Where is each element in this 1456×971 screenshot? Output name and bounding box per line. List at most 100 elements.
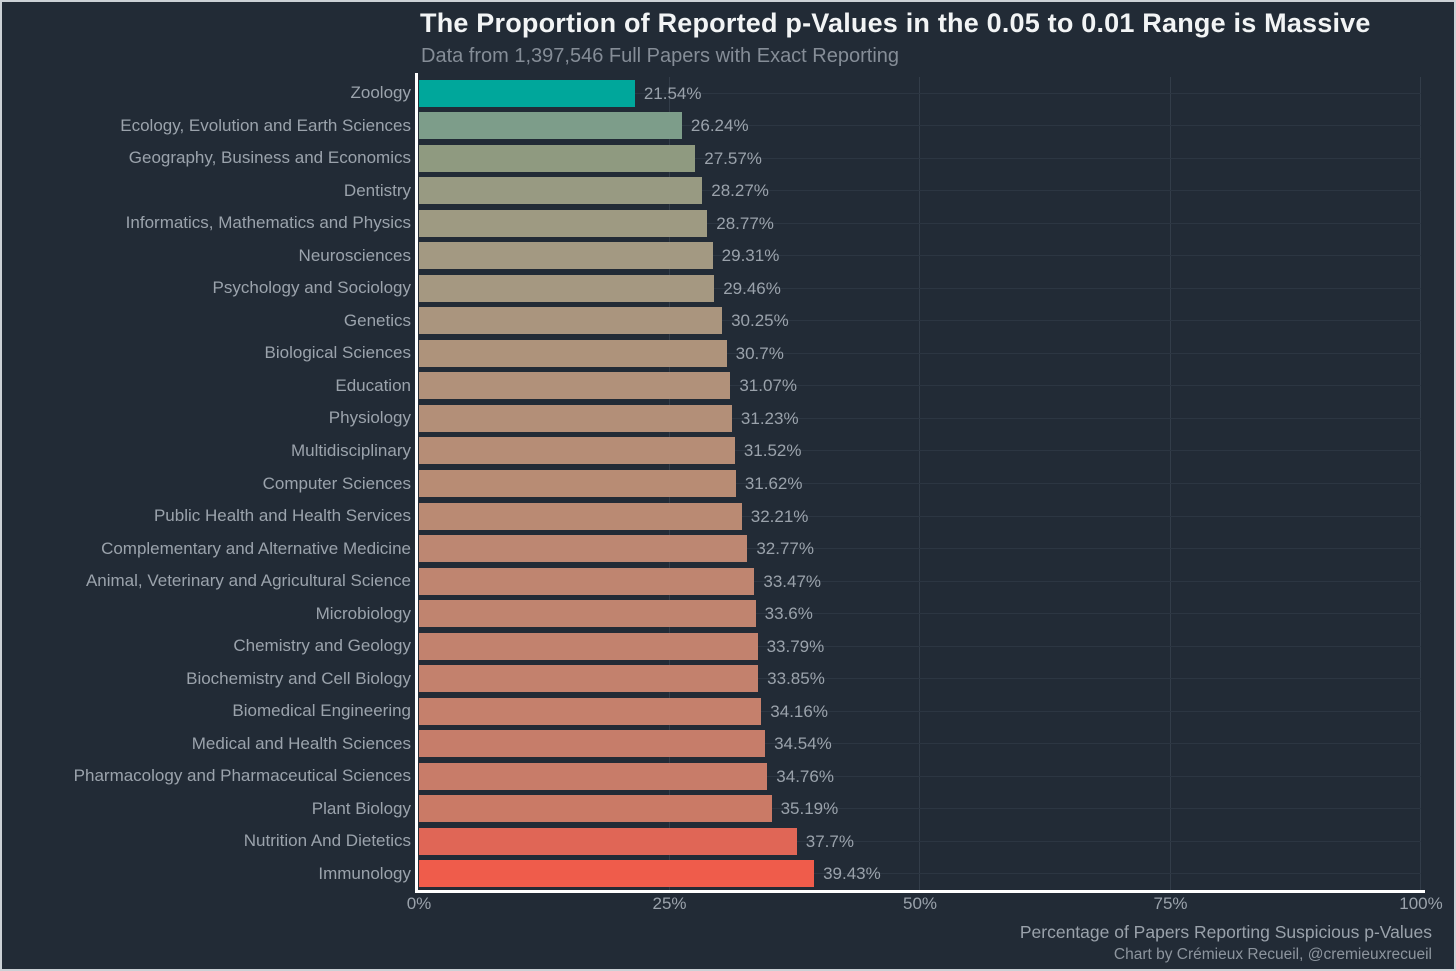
grid-h: [419, 157, 1421, 159]
grid-h: [419, 710, 1421, 712]
x-tick-label: 100%: [1399, 894, 1443, 913]
value-label: 32.77%: [756, 539, 815, 559]
bar: [419, 144, 696, 172]
x-tick-label: 25%: [652, 894, 687, 913]
value-label: 31.07%: [739, 376, 797, 396]
bar: [419, 437, 735, 465]
category-label: Geography, Business and Economics: [128, 148, 411, 168]
grid-h: [419, 483, 1421, 484]
category-label: Multidisciplinary: [291, 440, 411, 460]
grid-h: [419, 580, 1421, 582]
grid-h: [419, 873, 1421, 875]
category-label: Physiology: [328, 408, 411, 428]
value-label: 30.25%: [731, 311, 789, 331]
bar: [419, 177, 703, 205]
value-label: 33.6%: [764, 604, 813, 624]
bar: [419, 730, 766, 758]
grid-h: [419, 320, 1421, 322]
category-label: Ecology, Evolution and Earth Sciences: [120, 115, 411, 135]
bar: [419, 339, 727, 367]
category-label: Public Health and Health Services: [153, 506, 411, 526]
grid-h: [419, 222, 1421, 224]
category-label: Microbiology: [315, 603, 411, 623]
y-axis-line: [415, 73, 418, 893]
bar: [419, 795, 772, 823]
value-label: 28.77%: [716, 213, 774, 233]
value-label: 30.7%: [735, 343, 784, 363]
value-label: 39.43%: [823, 864, 881, 884]
value-label: 31.62%: [744, 474, 803, 493]
category-label: Informatics, Mathematics and Physics: [125, 213, 411, 233]
category-label: Neurosciences: [298, 245, 411, 265]
value-label: 33.79%: [766, 636, 825, 656]
category-label: Computer Sciences: [262, 473, 411, 493]
value-label: 31.52%: [743, 441, 802, 461]
bar: [419, 79, 635, 107]
grid-h: [419, 808, 1421, 810]
category-label: Zoology: [350, 83, 411, 103]
bar: [419, 502, 742, 530]
bar: [419, 860, 815, 888]
category-label: Biological Sciences: [264, 343, 411, 363]
category-label: Complementary and Alternative Medicine: [101, 538, 411, 558]
grid-h: [419, 613, 1421, 615]
category-label: Plant Biology: [311, 798, 411, 818]
y-axis-labels: Zoology Ecology, Evolution and Earth Scie…: [2, 77, 411, 890]
grid-h: [419, 678, 1421, 680]
category-label: Biochemistry and Cell Biology: [186, 668, 411, 688]
value-label: 29.31%: [721, 246, 780, 266]
category-label: Biomedical Engineering: [232, 701, 411, 721]
x-tick-label: 0%: [406, 894, 432, 913]
grid-h: [419, 645, 1421, 647]
category-label: Immunology: [318, 863, 411, 883]
bar: [419, 827, 797, 855]
grid-h: [419, 190, 1421, 192]
category-label: Pharmacology and Pharmaceutical Sciences: [73, 766, 411, 786]
value-label: 29.46%: [723, 278, 781, 298]
category-label: Chemistry and Geology: [233, 636, 411, 656]
value-label: 27.57%: [704, 148, 762, 168]
grid-h: [419, 92, 1421, 94]
value-label: 33.47%: [763, 571, 822, 591]
bar: [419, 697, 762, 725]
bar: [419, 404, 732, 432]
value-label: 33.85%: [767, 669, 825, 689]
category-label: Dentistry: [343, 180, 411, 200]
grid-h: [419, 775, 1421, 777]
bar: [419, 307, 723, 335]
bar: [419, 470, 736, 497]
x-tick-label: 75%: [1153, 894, 1188, 913]
bar: [419, 274, 715, 302]
value-label: 37.7%: [805, 831, 854, 851]
grid-h: [419, 450, 1421, 452]
bar: [419, 567, 755, 595]
value-label: 34.54%: [774, 734, 832, 754]
bar: [419, 112, 682, 140]
bar: [419, 632, 758, 660]
value-label: 26.24%: [690, 116, 749, 136]
grid-h: [419, 352, 1421, 354]
bar: [419, 762, 768, 790]
value-label: 28.27%: [711, 181, 769, 201]
grid-h: [419, 287, 1421, 289]
plot-area: 21.54% 26.24% 27.57% 28.27% 28.77% 29.31% 29.4…: [419, 77, 1421, 890]
category-label: Nutrition And Dietetics: [243, 831, 411, 851]
credit-caption: Chart by Crémieux Recueil, @cremieuxrecu…: [1113, 946, 1432, 963]
grid-h: [419, 125, 1421, 127]
grid-h: [419, 840, 1421, 842]
bar: [419, 535, 748, 563]
value-label: 34.76%: [776, 766, 834, 786]
value-label: 21.54%: [643, 83, 702, 103]
value-label: 31.23%: [740, 408, 799, 428]
value-label: 32.21%: [750, 506, 809, 526]
x-axis-line: [415, 890, 1425, 893]
bar: [419, 372, 731, 400]
grid-h: [419, 255, 1421, 257]
grid-h: [419, 385, 1421, 387]
category-label: Genetics: [343, 310, 411, 330]
value-label: 34.16%: [770, 701, 828, 721]
grid-h: [419, 743, 1421, 745]
category-label: Animal, Veterinary and Agricultural Scie…: [85, 571, 411, 591]
category-label: Psychology and Sociology: [212, 278, 411, 298]
